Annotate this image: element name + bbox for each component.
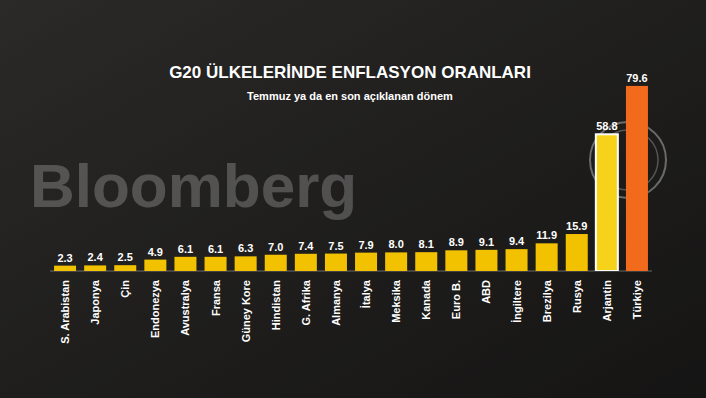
category-label: Meksika xyxy=(390,279,402,323)
category-label: Çin xyxy=(119,280,131,298)
data-label: 6.3 xyxy=(238,242,253,254)
data-label: 7.0 xyxy=(268,241,283,253)
bar xyxy=(54,266,76,271)
watermark: Bloomberg xyxy=(30,151,357,220)
category-label: Endonezya xyxy=(149,279,161,338)
chart-root: Bloomberg G20 ÜLKELERİNDE ENFLASYON ORANL… xyxy=(0,0,706,398)
background-shade xyxy=(0,0,706,398)
bar xyxy=(84,265,106,271)
category-label: Rusya xyxy=(571,279,583,313)
data-label: 9.1 xyxy=(479,236,494,248)
data-label: 9.4 xyxy=(509,235,525,247)
category-label: ABD xyxy=(480,280,492,304)
bar xyxy=(295,254,317,271)
bar xyxy=(205,257,227,271)
bar xyxy=(596,134,618,271)
data-label: 11.9 xyxy=(536,229,557,241)
data-label: 2.3 xyxy=(57,252,72,264)
bar xyxy=(355,253,377,271)
bar xyxy=(325,254,347,271)
bar xyxy=(445,250,467,271)
category-label: Arjantin xyxy=(601,280,613,322)
category-label: G. Afrika xyxy=(300,279,312,325)
background xyxy=(0,0,706,398)
data-label: 7.4 xyxy=(298,240,314,252)
bar xyxy=(415,252,437,271)
category-label: Avustralya xyxy=(179,279,191,336)
category-label: İtalya xyxy=(360,279,372,308)
data-label: 6.1 xyxy=(178,243,193,255)
category-label: Euro B. xyxy=(450,280,462,319)
category-label: Güney Kore xyxy=(240,280,252,342)
bar xyxy=(114,265,136,271)
bar xyxy=(536,243,558,271)
data-label: 2.5 xyxy=(118,251,133,263)
category-label: Türkiye xyxy=(631,280,643,319)
bar xyxy=(235,256,257,271)
chart: Bloomberg G20 ÜLKELERİNDE ENFLASYON ORANL… xyxy=(0,0,706,398)
category-label: Kanada xyxy=(420,279,432,320)
category-label: S. Arabistan xyxy=(59,280,71,344)
title: G20 ÜLKELERİNDE ENFLASYON ORANLARI xyxy=(169,63,531,82)
bar xyxy=(144,260,166,271)
data-label: 8.9 xyxy=(449,236,464,248)
category-label: Brezilya xyxy=(541,279,553,322)
data-label: 2.4 xyxy=(88,251,104,263)
data-label: 8.1 xyxy=(419,238,434,250)
data-label: 8.0 xyxy=(389,238,404,250)
data-label: 79.6 xyxy=(626,72,647,84)
bar xyxy=(265,255,287,271)
subtitle: Temmuz ya da en son açıklanan dönem xyxy=(247,90,453,102)
category-label: Hindistan xyxy=(270,280,282,330)
bar xyxy=(385,252,407,271)
category-label: Fransa xyxy=(210,279,222,316)
data-label: 6.1 xyxy=(208,243,223,255)
data-label: 7.9 xyxy=(358,239,373,251)
bar xyxy=(566,234,588,271)
data-label: 15.9 xyxy=(566,220,587,232)
baseline xyxy=(50,271,652,272)
category-label: Almanya xyxy=(330,279,342,326)
bar xyxy=(626,86,648,271)
bar xyxy=(174,257,196,271)
category-label: İngiltere xyxy=(511,280,523,323)
data-label: 4.9 xyxy=(148,246,163,258)
bar xyxy=(475,250,497,271)
data-label: 7.5 xyxy=(328,240,343,252)
bars xyxy=(54,86,648,271)
data-label: 58.8 xyxy=(596,120,617,132)
category-label: Japonya xyxy=(89,279,101,325)
bar xyxy=(506,249,528,271)
